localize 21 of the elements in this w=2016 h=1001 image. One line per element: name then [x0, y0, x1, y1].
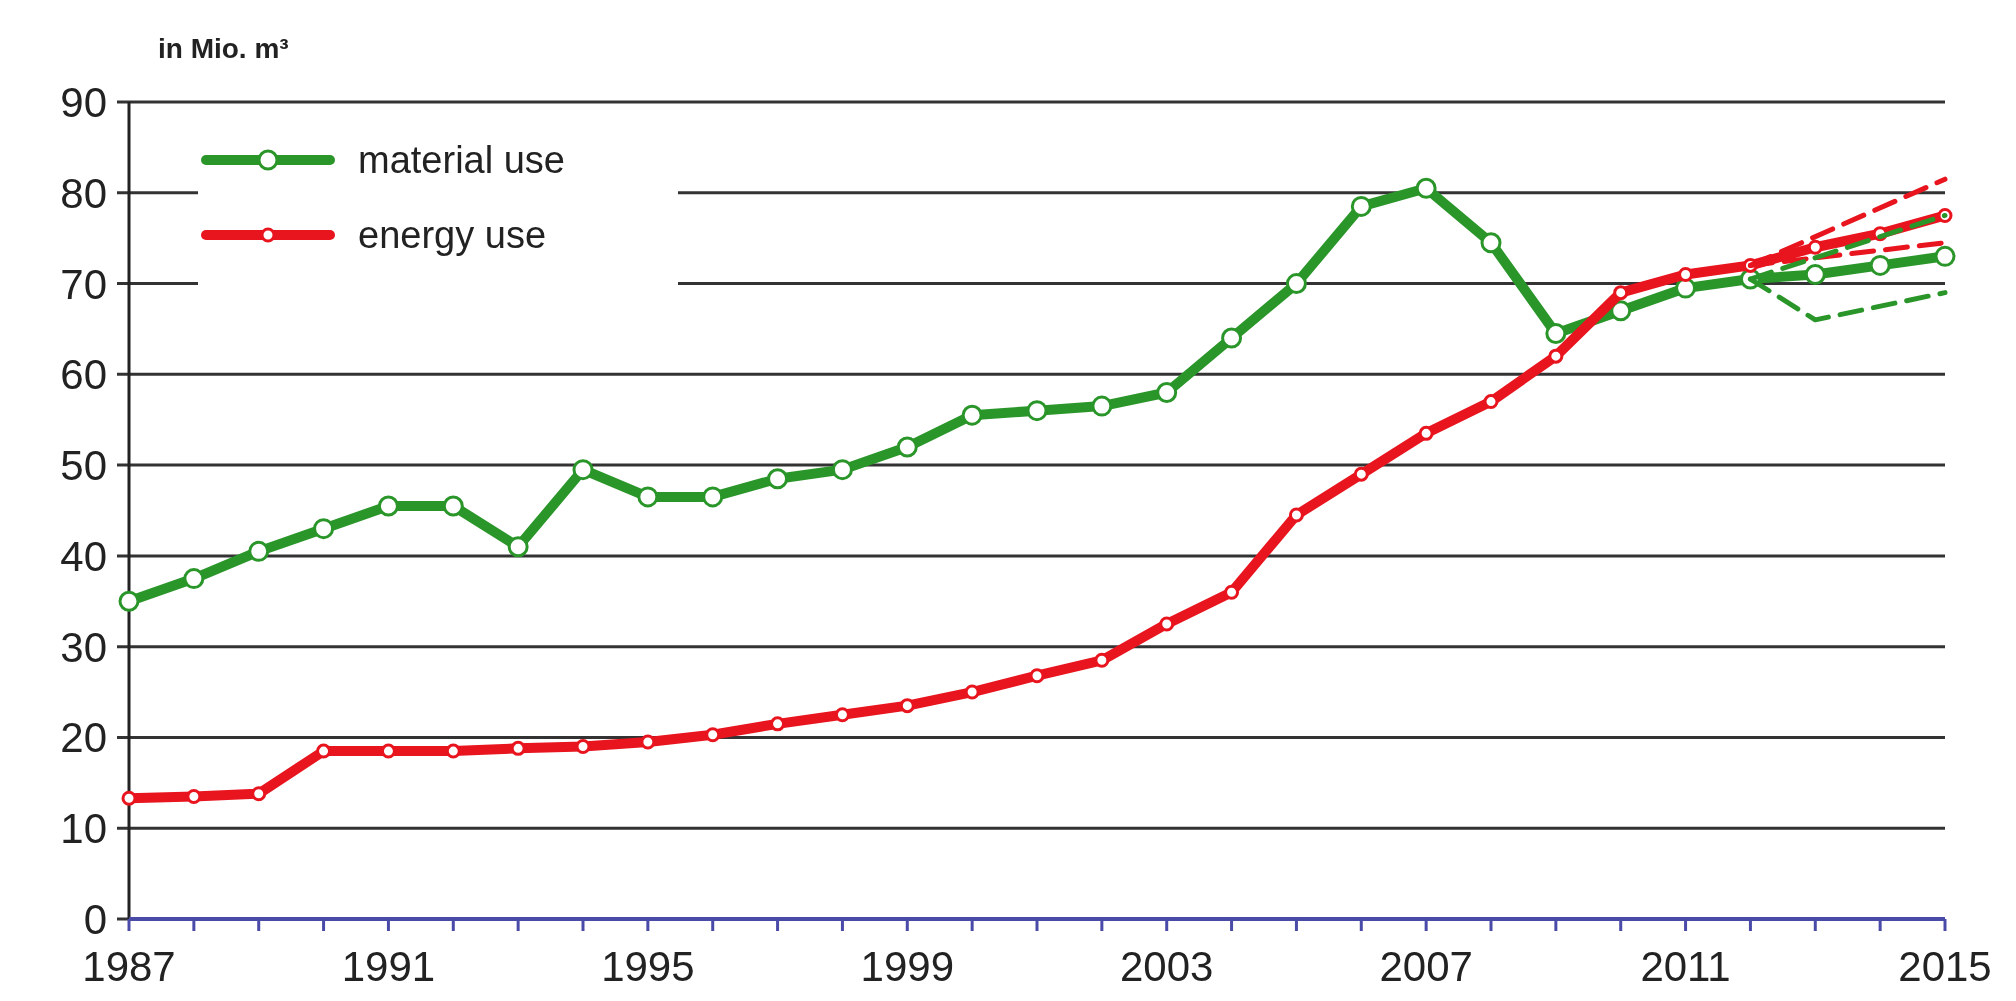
x-tick-label: 2007: [1379, 943, 1473, 990]
x-tick-label: 2011: [1640, 943, 1731, 990]
y-tick-label: 30: [60, 623, 107, 671]
x-tick-label: 1991: [341, 943, 436, 990]
x-tick-label: 1995: [601, 943, 695, 990]
x-tick-label: 2015: [1898, 943, 1992, 990]
legend-label: material use: [358, 139, 565, 181]
legend-label: energy use: [358, 214, 547, 256]
y-axis-title: in Mio. m³: [158, 33, 289, 64]
y-tick-label: 20: [60, 714, 107, 762]
x-tick-label: 2003: [1120, 943, 1214, 990]
x-tick-label: 1999: [860, 943, 954, 990]
y-tick-label: 60: [60, 351, 107, 399]
x-tick-label: 1987: [82, 943, 176, 990]
y-tick-label: 90: [60, 79, 107, 126]
y-tick-label: 70: [60, 260, 107, 308]
y-tick-label: 10: [60, 805, 107, 853]
y-tick-label: 80: [60, 169, 107, 217]
y-tick-label: 40: [60, 532, 107, 580]
y-tick-label: 0: [83, 896, 107, 943]
y-tick-label: 50: [60, 442, 107, 490]
